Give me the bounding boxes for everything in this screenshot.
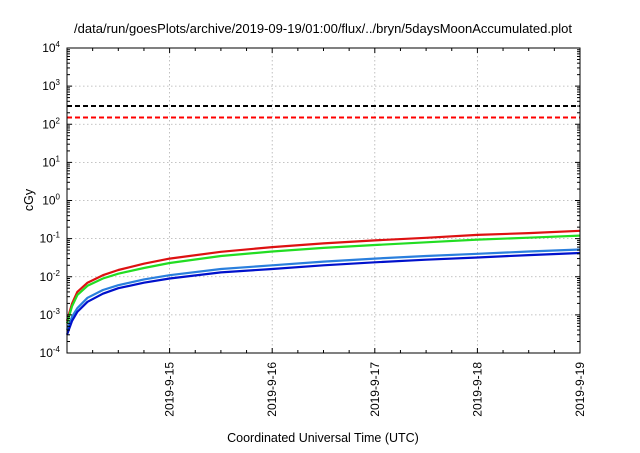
x-tick-label: 2019-9-15 (163, 362, 177, 417)
y-tick-label: 10-4 (40, 345, 61, 360)
y-tick-label: 101 (42, 154, 60, 169)
series-line (65, 251, 581, 336)
grid-lines (67, 47, 581, 354)
x-axis-label: Coordinated Universal Time (UTC) (227, 431, 419, 445)
y-axis-label: cGy (22, 188, 36, 211)
y-tick-label: 104 (42, 40, 60, 55)
x-tick-label: 2019-9-17 (368, 362, 382, 417)
series-line (65, 229, 581, 322)
series-line (65, 234, 581, 324)
x-axis: 2019-9-15 2019-9-16 2019-9-17 2019-9-18 2019… (92, 48, 587, 417)
y-tick-label: 10-3 (40, 307, 61, 322)
y-tick-label: 102 (42, 116, 60, 131)
reference-lines (67, 105, 580, 119)
y-tick-label: 103 (42, 78, 60, 93)
series-lines (65, 229, 581, 336)
x-tick-label: 2019-9-16 (265, 362, 279, 417)
y-tick-label: 10-2 (40, 269, 61, 284)
x-tick-label: 2019-9-19 (573, 362, 587, 417)
x-tick-label: 2019-9-18 (470, 362, 484, 417)
y-tick-label: 10-1 (40, 231, 61, 246)
series-line (65, 248, 581, 331)
y-axis: 10-4 10-3 10-2 10-1 100 101 102 103 104 (40, 40, 580, 360)
y-tick-label: 100 (42, 193, 60, 208)
chart-title: /data/run/goesPlots/archive/2019-09-19/0… (74, 21, 572, 36)
